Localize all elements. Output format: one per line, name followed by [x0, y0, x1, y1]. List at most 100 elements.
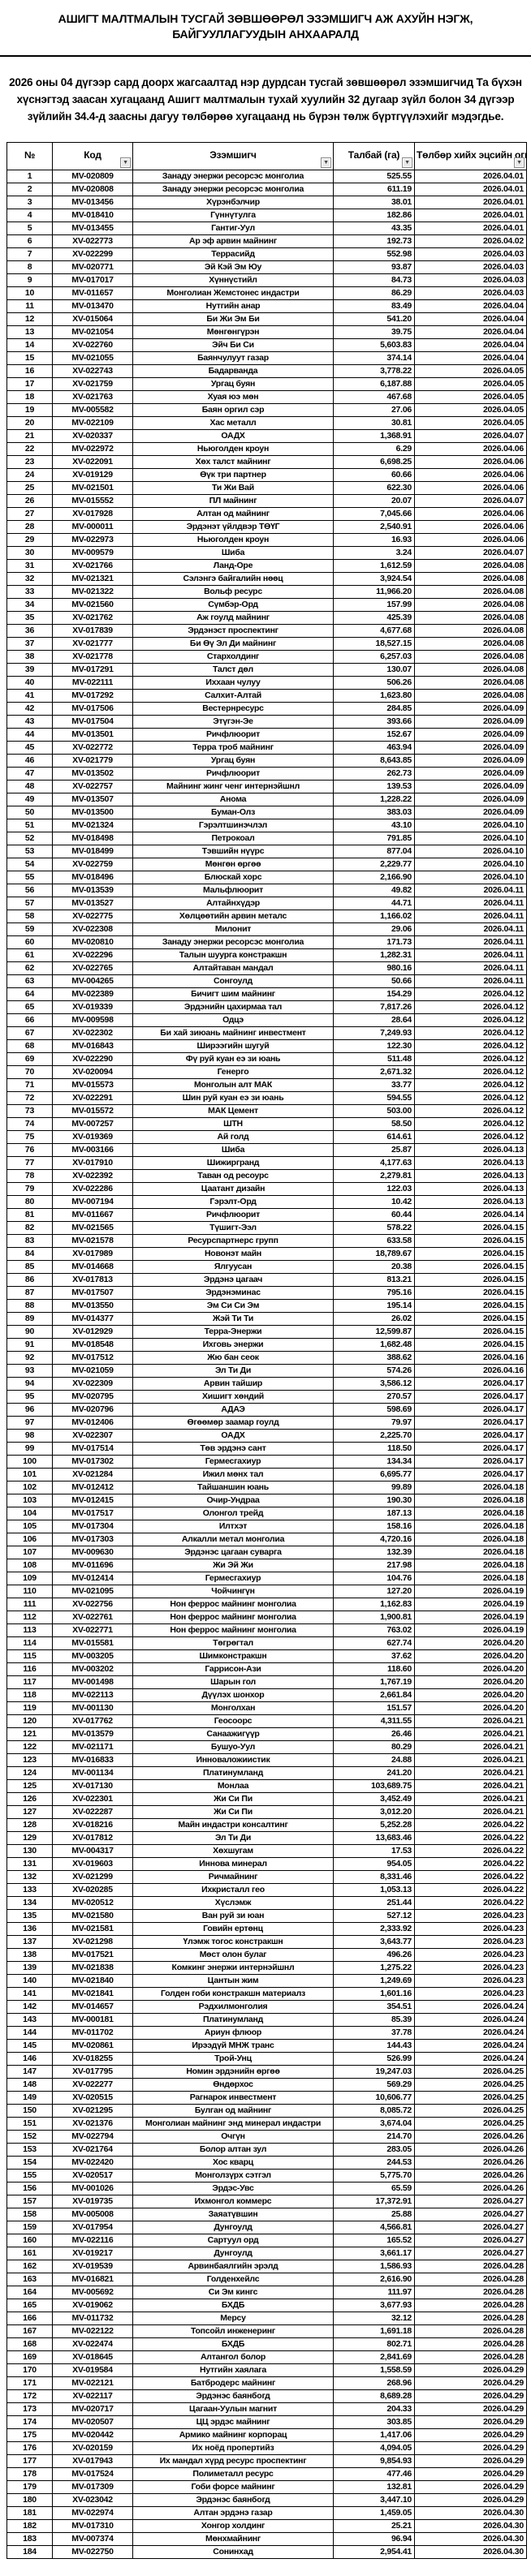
cell-code: XV-022757 — [52, 779, 133, 793]
cell-code: XV-022772 — [52, 740, 133, 755]
cell-code: MV-020512 — [52, 1895, 133, 1910]
cell-no: 106 — [6, 1532, 53, 1546]
table-row: 7 XV-022299 Террасийд 552.98 2026.04.03 — [6, 247, 527, 261]
cell-owner: Сонинхад — [132, 2544, 334, 2559]
cell-no: 180 — [6, 2492, 53, 2507]
cell-due-date: 2026.04.09 — [414, 714, 527, 729]
cell-area-ha: 7,045.66 — [333, 506, 415, 521]
cell-area-ha: 262.73 — [333, 766, 415, 781]
table-row: 75 XV-019369 Ай голд 614.61 2026.04.12 — [6, 1129, 527, 1144]
cell-area-ha: 2,841.69 — [333, 2350, 415, 2364]
cell-owner: Милонит — [132, 922, 334, 936]
cell-no: 57 — [6, 896, 53, 910]
cell-area-ha: 43.35 — [333, 221, 415, 235]
cell-no: 84 — [6, 1246, 53, 1261]
cell-no: 81 — [6, 1207, 53, 1222]
filter-dropdown-button[interactable]: ▼ — [120, 157, 131, 168]
table-row: 60 MV-020810 Занаду энержи ресорсэс монгол… — [6, 935, 527, 949]
cell-owner: Ялгуусан — [132, 1259, 334, 1274]
table-row: 141 MV-021841 Голден гоби констракшн матер… — [6, 1986, 527, 2001]
table-row: 63 MV-004265 Сонгоулд 50.66 2026.04.11 — [6, 974, 527, 988]
cell-due-date: 2026.04.22 — [414, 1856, 527, 1871]
cell-no: 2 — [6, 182, 53, 196]
cell-due-date: 2026.04.04 — [414, 299, 527, 313]
cell-due-date: 2026.04.24 — [414, 2012, 527, 2027]
filter-dropdown-button[interactable]: ▼ — [402, 157, 412, 168]
cell-no: 153 — [6, 2142, 53, 2157]
cell-due-date: 2026.04.18 — [414, 1519, 527, 1533]
table-row: 148 XV-022277 Өндөрхос 569.29 2026.04.25 — [6, 2077, 527, 2092]
cell-due-date: 2026.04.23 — [414, 1921, 527, 1936]
cell-due-date: 2026.04.26 — [414, 2168, 527, 2183]
chevron-down-icon: ▼ — [404, 159, 410, 166]
table-row: 127 XV-022287 Жи Си Пи 3,012.20 2026.04.21 — [6, 1804, 527, 1819]
table-row: 59 XV-022308 Милонит 29.06 2026.04.11 — [6, 922, 527, 936]
table-row: 173 MV-020717 Цагаан-Уулын магнит 204.33 202… — [6, 2402, 527, 2416]
cell-area-ha: 393.66 — [333, 714, 415, 729]
cell-owner: Монголзүрх сэтгэл — [132, 2168, 334, 2183]
table-row: 26 MV-015552 ПЛ майнинг 20.07 2026.04.07 — [6, 493, 527, 508]
cell-no: 55 — [6, 870, 53, 884]
column-header-label: № — [24, 149, 36, 161]
filter-dropdown-button[interactable]: ▼ — [514, 157, 525, 168]
cell-area-ha: 4,177.63 — [333, 1155, 415, 1170]
cell-owner: Армико майнинг корпорац — [132, 2428, 334, 2442]
table-row: 170 XV-019584 Нутгийн хаялага 1,558.59 2026.… — [6, 2363, 527, 2377]
cell-owner: Эрдэнэст проспектинг — [132, 623, 334, 638]
cell-due-date: 2026.04.27 — [414, 2246, 527, 2260]
cell-no: 99 — [6, 1441, 53, 1456]
cell-area-ha: 383.03 — [333, 805, 415, 819]
cell-area-ha: 527.12 — [333, 1908, 415, 1923]
table-row: 119 MV-001130 Монголхан 151.57 2026.04.20 — [6, 1701, 527, 1715]
cell-code: MV-021840 — [52, 1973, 133, 1988]
cell-owner: Илтхэт — [132, 1519, 334, 1533]
table-row: 55 MV-018496 Блюскай хорс 2,166.90 2026.04.1… — [6, 870, 527, 884]
cell-area-ha: 2,333.92 — [333, 1921, 415, 1936]
cell-area-ha: 103,689.75 — [333, 1778, 415, 1793]
cell-code: MV-020442 — [52, 2428, 133, 2442]
cell-due-date: 2026.04.18 — [414, 1506, 527, 1520]
cell-code: XV-022765 — [52, 961, 133, 975]
table-row: 80 MV-007194 Гэрэлт-Орд 10.42 2026.04.13 — [6, 1194, 527, 1209]
cell-area-ha: 578.22 — [333, 1220, 415, 1235]
table-row: 133 XV-020285 Ихкристалл гео 1,053.13 2026.0… — [6, 1882, 527, 1897]
cell-area-ha: 20.38 — [333, 1259, 415, 1274]
cell-code: MV-022116 — [52, 2233, 133, 2247]
table-row: 169 XV-018645 Алтангол болор 2,841.69 2026.0… — [6, 2350, 527, 2364]
cell-area-ha: 6.29 — [333, 441, 415, 456]
cell-area-ha: 157.99 — [333, 597, 415, 612]
table-row: 105 MV-017304 Илтхэт 158.16 2026.04.18 — [6, 1519, 527, 1533]
cell-due-date: 2026.04.15 — [414, 1324, 527, 1339]
cell-no: 48 — [6, 779, 53, 793]
cell-area-ha: 877.04 — [333, 844, 415, 858]
table-row: 27 XV-017928 Алтан од майнинг 7,045.66 2026.… — [6, 506, 527, 521]
cell-area-ha: 633.58 — [333, 1233, 415, 1248]
filter-dropdown-button[interactable]: ▼ — [321, 157, 331, 168]
column-header-label: Эзэмшигч — [209, 149, 257, 161]
cell-area-ha: 132.39 — [333, 1545, 415, 1559]
cell-owner: Талын шуурга констракшн — [132, 948, 334, 962]
cell-no: 24 — [6, 467, 53, 482]
cell-owner: Ньюголден кроун — [132, 532, 334, 547]
cell-no: 142 — [6, 1999, 53, 2014]
cell-area-ha: 511.48 — [333, 1051, 415, 1066]
cell-owner: Ричфлюорит — [132, 1207, 334, 1222]
cell-due-date: 2026.04.11 — [414, 974, 527, 988]
table-row: 123 MV-016833 Инноваложиистик 24.88 2026.04.… — [6, 1752, 527, 1767]
cell-no: 59 — [6, 922, 53, 936]
cell-area-ha: 503.00 — [333, 1103, 415, 1118]
cell-owner: Баян оргил сэр — [132, 402, 334, 417]
cell-no: 114 — [6, 1636, 53, 1650]
cell-owner: Таван од ресоурс — [132, 1168, 334, 1183]
cell-due-date: 2026.04.28 — [414, 2259, 527, 2273]
cell-area-ha: 5,252.28 — [333, 1817, 415, 1832]
chevron-down-icon: ▼ — [123, 159, 128, 166]
cell-owner: Номин эрдэнийн өргөө — [132, 2064, 334, 2079]
table-row: 45 XV-022772 Терра троб майнинг 463.94 2026.… — [6, 740, 527, 755]
cell-owner: Жи Си Пи — [132, 1804, 334, 1819]
cell-owner: Монлаа — [132, 1778, 334, 1793]
table-row: 6 XV-022773 Ар эф арвин майнинг 192.73 2026.… — [6, 234, 527, 248]
table-row: 124 MV-001134 Платинумланд 241.20 2026.04.21 — [6, 1765, 527, 1780]
column-header-label: Төлбөр хийх эцсийн огноо: — [417, 149, 526, 161]
cell-owner: Хишигт хөндий — [132, 1389, 334, 1404]
